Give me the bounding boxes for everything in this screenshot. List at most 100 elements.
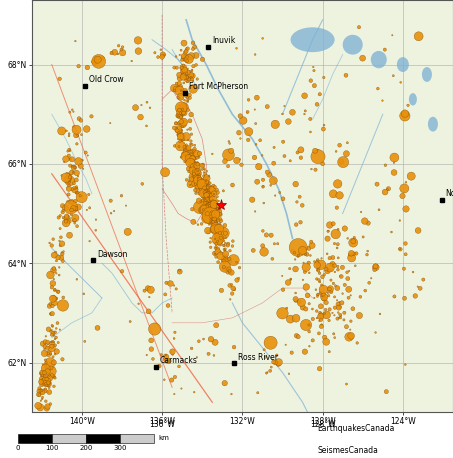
- Point: [350, 239, 357, 246]
- Point: [214, 203, 222, 210]
- Point: [287, 316, 294, 323]
- Point: [183, 176, 190, 184]
- Point: [128, 57, 135, 65]
- Point: [73, 276, 81, 283]
- Point: [202, 186, 209, 194]
- Point: [73, 223, 81, 230]
- Point: [44, 344, 51, 351]
- Point: [352, 262, 359, 269]
- Point: [224, 163, 231, 170]
- Point: [222, 258, 229, 265]
- Point: [265, 171, 273, 178]
- Point: [60, 248, 67, 255]
- Point: [260, 346, 268, 354]
- Text: Inuvik: Inuvik: [212, 36, 235, 45]
- Point: [50, 383, 58, 390]
- Point: [202, 191, 210, 198]
- Point: [316, 278, 323, 285]
- Point: [42, 338, 49, 345]
- Point: [149, 355, 157, 363]
- Point: [65, 198, 72, 205]
- Point: [331, 311, 338, 319]
- Point: [193, 150, 201, 158]
- Point: [94, 56, 101, 63]
- Point: [280, 138, 287, 145]
- Point: [327, 285, 334, 293]
- Point: [217, 233, 224, 240]
- Point: [42, 343, 49, 350]
- Point: [343, 268, 351, 276]
- Point: [217, 252, 224, 260]
- Point: [331, 304, 338, 311]
- Point: [222, 245, 229, 253]
- Point: [260, 248, 268, 256]
- Point: [206, 180, 213, 187]
- Point: [272, 359, 279, 366]
- Point: [397, 79, 405, 86]
- Point: [188, 111, 195, 118]
- Point: [175, 363, 183, 370]
- Point: [190, 218, 197, 225]
- Point: [313, 101, 321, 108]
- Point: [322, 306, 329, 313]
- Point: [203, 217, 210, 224]
- Point: [339, 264, 346, 271]
- Point: [318, 311, 325, 319]
- Point: [193, 162, 201, 169]
- Point: [181, 158, 188, 165]
- Point: [211, 190, 218, 197]
- Point: [222, 254, 230, 262]
- Point: [198, 162, 206, 169]
- Point: [119, 49, 126, 56]
- Point: [321, 294, 328, 301]
- Point: [396, 217, 404, 224]
- Point: [107, 197, 114, 204]
- Bar: [18, 434, 52, 443]
- Point: [209, 226, 217, 234]
- Point: [198, 190, 205, 197]
- Point: [194, 174, 202, 181]
- Point: [203, 168, 210, 175]
- Point: [71, 219, 78, 227]
- Point: [390, 72, 397, 79]
- Point: [175, 112, 182, 120]
- Point: [320, 125, 327, 133]
- Point: [189, 72, 196, 80]
- Point: [190, 63, 197, 70]
- Point: [319, 160, 326, 168]
- Point: [77, 157, 85, 164]
- Point: [183, 146, 190, 153]
- Text: 100: 100: [45, 445, 59, 451]
- Point: [308, 238, 315, 245]
- Point: [48, 342, 55, 349]
- Point: [191, 168, 198, 175]
- Point: [196, 190, 203, 197]
- Point: [318, 323, 325, 330]
- Point: [214, 232, 221, 239]
- Point: [43, 405, 50, 412]
- Point: [307, 128, 314, 136]
- Point: [259, 35, 266, 42]
- Point: [211, 220, 218, 228]
- Point: [191, 44, 198, 51]
- Point: [50, 293, 58, 300]
- Point: [204, 203, 212, 210]
- Point: [68, 156, 76, 163]
- Point: [201, 195, 208, 202]
- Text: Norm: Norm: [445, 189, 453, 198]
- Point: [379, 97, 386, 104]
- Point: [178, 126, 185, 134]
- Point: [209, 196, 217, 204]
- Point: [65, 152, 72, 159]
- Point: [293, 221, 300, 228]
- Point: [281, 103, 288, 110]
- Point: [173, 120, 180, 127]
- Point: [205, 194, 212, 202]
- Point: [66, 177, 73, 185]
- Point: [59, 302, 67, 309]
- Point: [182, 153, 189, 160]
- Point: [70, 180, 77, 187]
- Point: [205, 197, 212, 204]
- Point: [329, 254, 337, 261]
- Point: [320, 121, 328, 129]
